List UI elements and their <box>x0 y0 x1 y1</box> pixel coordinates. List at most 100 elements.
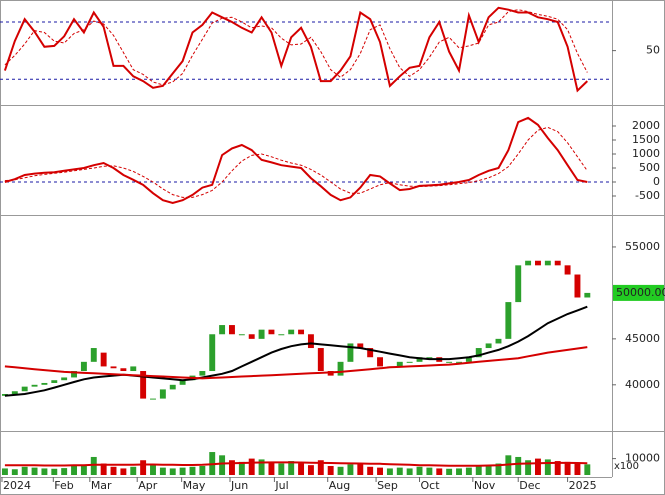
series-line <box>4 305 588 397</box>
candle-body <box>219 325 226 335</box>
candle-body <box>505 302 512 339</box>
volume-bar <box>1 468 8 475</box>
volume-bar <box>564 461 571 475</box>
volume-bar <box>31 467 38 475</box>
volume-bar <box>406 468 413 475</box>
volume-bar <box>71 465 77 475</box>
volume-bar <box>140 460 147 475</box>
y-tick-label: 55000 <box>625 240 660 253</box>
volume-bar <box>446 468 453 475</box>
x-tick-label: Sep <box>377 479 398 492</box>
volume-bar <box>159 467 166 475</box>
candle-body <box>396 361 403 367</box>
candle-body <box>485 343 492 349</box>
candle-body <box>475 348 482 358</box>
y-tick-label: 50 <box>646 44 660 57</box>
volume-bar <box>229 460 235 475</box>
volume-bar <box>426 467 433 475</box>
y-tick-label: 40000 <box>625 378 660 391</box>
candle-body <box>406 361 413 363</box>
candle-body <box>288 329 295 335</box>
candle-body <box>357 343 364 349</box>
candle-body <box>71 371 77 378</box>
candle-body <box>416 357 423 362</box>
volume-bar <box>584 464 591 475</box>
volume-bar <box>357 463 364 475</box>
candle-body <box>31 384 38 387</box>
volume-bar <box>515 456 522 475</box>
volume-bar <box>268 461 275 475</box>
volume-bar <box>21 466 28 475</box>
candle-body <box>367 348 374 358</box>
candle-body <box>248 334 255 339</box>
volume-bar <box>150 465 156 475</box>
candle-body <box>61 377 68 381</box>
volume-bar <box>61 468 68 475</box>
candle-body <box>278 334 285 336</box>
candle-body <box>238 334 245 336</box>
candle-body <box>51 380 58 383</box>
series-line <box>4 9 588 86</box>
volume-bar <box>317 460 324 475</box>
volume-bar <box>179 467 186 475</box>
y-tick-label: 10000 <box>625 452 660 465</box>
candle-body <box>100 352 107 367</box>
x-tick-label: Dec <box>519 479 540 492</box>
series-line <box>4 346 588 380</box>
candle-body <box>209 334 216 372</box>
candle-body <box>140 371 147 399</box>
candle-body <box>535 260 541 266</box>
volume-bar <box>130 466 137 475</box>
candle-body <box>426 357 433 359</box>
volume-bar <box>288 461 295 475</box>
candle-body <box>90 348 97 362</box>
candle-body <box>80 361 87 372</box>
x-tick-label: Jul <box>274 479 288 492</box>
y-tick-label: 0 <box>653 175 660 188</box>
candle-body <box>446 361 453 363</box>
volume-unit: x100 <box>614 461 639 472</box>
x-tick-label: Mar <box>91 479 112 492</box>
x-tick-label: 2024 <box>3 479 31 492</box>
volume-bar <box>544 459 551 475</box>
x-tick-label: Nov <box>474 479 496 492</box>
candle-body <box>515 265 522 303</box>
x-tick-label: Oct <box>421 479 441 492</box>
candle-body <box>150 398 156 400</box>
volume-bar <box>189 466 196 475</box>
volume-bar <box>41 468 48 475</box>
volume-bar <box>80 465 87 475</box>
candle-body <box>110 366 117 369</box>
candle-body <box>564 265 571 275</box>
candle-body <box>159 389 166 399</box>
volume-bar <box>535 458 541 475</box>
candle-body <box>41 382 48 385</box>
volume-bar <box>238 461 245 475</box>
volume-bar <box>347 464 354 475</box>
volume-bar <box>416 466 423 475</box>
volume-bar <box>169 468 176 475</box>
x-tick-label: Feb <box>54 479 73 492</box>
y-tick-label: 1500 <box>632 133 660 146</box>
series-line <box>3 6 588 93</box>
candle-body <box>317 348 324 372</box>
volume-bar <box>465 467 472 475</box>
volume-bar <box>307 465 314 475</box>
x-tick-label: Jun <box>230 479 248 492</box>
candle-body <box>347 343 354 362</box>
series-line <box>4 116 588 205</box>
candle-body <box>574 274 581 298</box>
volume-bar <box>574 463 581 475</box>
y-tick-label: 45000 <box>625 332 660 345</box>
volume-bar <box>386 468 393 475</box>
candle-body <box>456 361 462 363</box>
y-tick-label: 1000 <box>632 147 660 160</box>
candle-body <box>298 329 305 335</box>
volume-bar <box>554 461 561 475</box>
volume-bar <box>367 466 374 475</box>
candle-body <box>21 386 28 392</box>
volume-bar <box>327 465 334 475</box>
candle-body <box>377 357 383 367</box>
